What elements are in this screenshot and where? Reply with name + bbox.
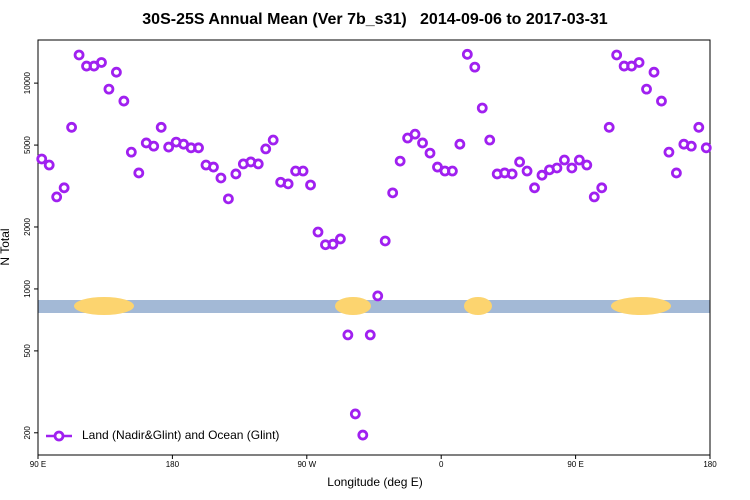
point xyxy=(454,138,466,150)
point xyxy=(103,83,115,95)
point xyxy=(611,49,623,61)
x-tick-label: 90 E xyxy=(30,460,46,469)
legend-marker xyxy=(53,430,65,442)
point xyxy=(51,191,63,203)
point xyxy=(596,182,608,194)
point xyxy=(671,167,682,179)
point xyxy=(282,178,294,190)
point xyxy=(588,191,600,203)
point xyxy=(506,168,518,180)
point xyxy=(133,167,145,179)
point xyxy=(656,95,667,107)
glint-region xyxy=(611,297,671,315)
point xyxy=(484,134,496,146)
point xyxy=(387,187,399,199)
point xyxy=(446,165,458,177)
surface-band xyxy=(38,297,710,315)
point xyxy=(559,154,570,166)
point xyxy=(118,95,130,107)
point xyxy=(476,102,488,114)
point xyxy=(312,226,324,238)
point xyxy=(349,408,361,420)
point xyxy=(469,61,481,73)
point xyxy=(514,156,525,168)
point xyxy=(581,159,593,171)
point xyxy=(66,121,77,133)
point xyxy=(461,48,473,60)
point xyxy=(260,143,272,155)
point xyxy=(163,141,175,153)
point xyxy=(155,121,167,133)
point xyxy=(663,146,675,158)
point xyxy=(379,235,391,247)
point xyxy=(573,154,585,166)
point xyxy=(417,137,428,149)
point xyxy=(148,140,160,152)
ocean-band xyxy=(38,300,710,313)
point xyxy=(529,182,540,194)
point xyxy=(305,179,316,191)
point xyxy=(267,134,279,146)
point xyxy=(342,329,354,341)
point xyxy=(73,49,85,61)
point xyxy=(96,57,107,68)
point xyxy=(193,142,204,154)
y-tick-label: 500 xyxy=(23,344,32,358)
chart-title: 30S-25S Annual Mean (Ver 7b_s31) 2014-09… xyxy=(142,11,608,28)
point xyxy=(603,121,615,133)
y-tick-label: 200 xyxy=(23,426,32,440)
point xyxy=(521,165,533,177)
point xyxy=(252,158,264,170)
point xyxy=(215,172,227,184)
y-axis-label: N Total xyxy=(0,228,12,265)
x-tick-label: 180 xyxy=(703,460,717,469)
point xyxy=(409,128,421,140)
point xyxy=(372,290,384,302)
point xyxy=(700,142,712,154)
point xyxy=(424,147,436,159)
y-tick-label: 2000 xyxy=(23,218,32,236)
x-tick-label: 90 W xyxy=(297,460,316,469)
x-tick-label: 0 xyxy=(439,460,444,469)
point xyxy=(327,238,339,250)
point xyxy=(222,193,234,205)
point xyxy=(551,162,563,174)
point xyxy=(230,168,242,180)
point xyxy=(364,329,376,341)
point xyxy=(536,169,548,181)
x-tick-label: 90 E xyxy=(567,460,583,469)
plot-frame xyxy=(37,39,711,456)
x-axis-label: Longitude (deg E) xyxy=(327,475,422,489)
y-tick-label: 5000 xyxy=(23,136,32,154)
legend-label: Land (Nadir&Glint) and Ocean (Glint) xyxy=(82,428,279,442)
y-tick-label: 10000 xyxy=(23,71,32,94)
x-tick-label: 180 xyxy=(166,460,180,469)
point xyxy=(566,162,578,174)
point xyxy=(125,146,137,158)
point xyxy=(394,155,406,167)
point xyxy=(685,140,697,152)
point xyxy=(648,66,660,78)
point xyxy=(334,233,346,245)
glint-region xyxy=(464,297,492,315)
point xyxy=(297,165,309,177)
point xyxy=(111,66,122,78)
point xyxy=(357,429,369,441)
point xyxy=(208,161,219,173)
y-tick-label: 1000 xyxy=(23,279,32,297)
point xyxy=(633,57,645,68)
glint-region xyxy=(74,297,134,315)
point xyxy=(58,182,70,194)
glint-region xyxy=(335,297,371,315)
point xyxy=(36,153,48,165)
point xyxy=(641,83,652,95)
point xyxy=(693,121,705,133)
point xyxy=(43,159,55,171)
